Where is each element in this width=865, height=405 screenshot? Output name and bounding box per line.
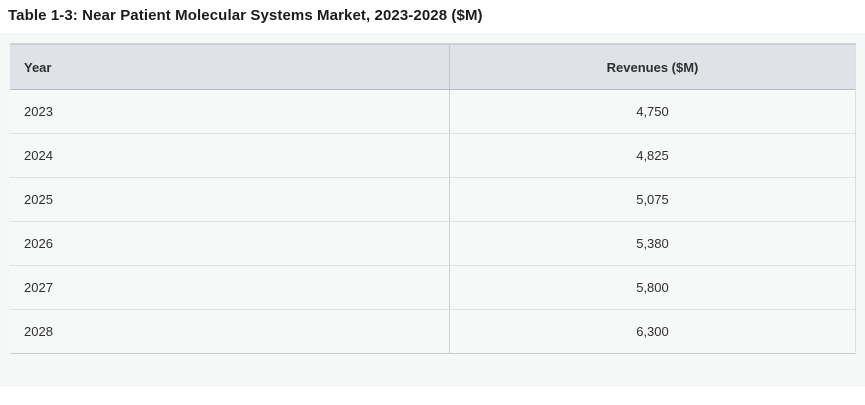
- revenue-cell: 4,825: [449, 134, 855, 177]
- year-cell: 2024: [24, 148, 53, 163]
- column-header-revenues: Revenues ($M): [449, 45, 855, 89]
- year-cell: 2028: [24, 324, 53, 339]
- table-row: 2026 5,380: [10, 222, 855, 266]
- table-row: 2023 4,750: [10, 90, 855, 134]
- revenue-cell: 5,075: [449, 178, 855, 221]
- table-row: 2028 6,300: [10, 310, 855, 354]
- revenue-cell: 4,750: [449, 90, 855, 133]
- table-row: 2024 4,825: [10, 134, 855, 178]
- table-row: 2025 5,075: [10, 178, 855, 222]
- table-header-row: Year Revenues ($M): [10, 45, 855, 90]
- year-cell: 2027: [24, 280, 53, 295]
- revenue-cell: 5,800: [449, 266, 855, 309]
- table-row: 2027 5,800: [10, 266, 855, 310]
- year-cell: 2025: [24, 192, 53, 207]
- page-title: Table 1-3: Near Patient Molecular System…: [8, 7, 483, 24]
- year-cell: 2026: [24, 236, 53, 251]
- column-header-year: Year: [24, 59, 52, 75]
- year-cell: 2023: [24, 104, 53, 119]
- data-table: Year Revenues ($M) 2023 4,750 2024 4,825…: [10, 43, 856, 354]
- revenue-cell: 6,300: [449, 310, 855, 353]
- revenue-cell: 5,380: [449, 222, 855, 265]
